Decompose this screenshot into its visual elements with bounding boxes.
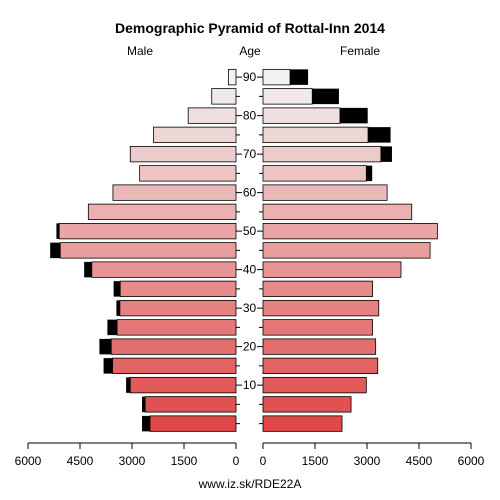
x-tick-label-left: 1500 [171, 454, 198, 468]
female-bar [262, 203, 413, 221]
male-bar [112, 184, 237, 201]
x-tick-label-right: 1500 [302, 454, 329, 468]
female-bar [262, 338, 377, 355]
female-excess-bar [339, 107, 368, 124]
age-tick-label: 70 [243, 147, 257, 161]
x-tick-label-left: 4500 [67, 454, 94, 468]
female-bar [262, 319, 373, 336]
male-excess-bar [142, 415, 151, 432]
male-bar [87, 203, 237, 221]
female-bar [262, 126, 369, 144]
female-bar [262, 107, 341, 124]
male-bar [211, 88, 237, 105]
male-bar [110, 338, 237, 355]
x-tick-label-left: 3000 [119, 454, 146, 468]
male-label: Male [127, 44, 153, 58]
age-tick-label: 90 [243, 70, 257, 84]
age-tick-label: 20 [243, 340, 257, 354]
female-bar [262, 165, 367, 182]
female-bar [262, 299, 380, 317]
age-tick-label: 40 [243, 263, 257, 277]
male-bar [139, 165, 237, 182]
age-label: Age [239, 44, 261, 58]
male-excess-bar [107, 319, 118, 336]
male-bar [149, 415, 237, 432]
male-bar [116, 319, 237, 336]
male-bar [187, 107, 237, 124]
female-bar [262, 280, 373, 298]
x-axis: 0 0 1500 1500 3000 3000 4500 4500 6000 6000 [15, 442, 485, 468]
age-tick-label: 60 [243, 186, 257, 200]
female-bar [262, 68, 291, 86]
male-bar [227, 68, 237, 86]
x-tick-label-right: 6000 [458, 454, 485, 468]
male-excess-bar [99, 338, 112, 355]
male-bar [129, 376, 237, 394]
male-excess-bar [84, 261, 92, 278]
female-excess-bar [380, 146, 392, 162]
x-tick-label-left: 6000 [15, 454, 42, 468]
male-excess-bar [116, 300, 120, 316]
female-excess-bar [312, 88, 339, 105]
chart-title: Demographic Pyramid of Rottal-Inn 2014 [115, 20, 385, 36]
male-bar [59, 242, 237, 259]
male-bar [153, 126, 237, 144]
female-excess-bar [368, 127, 391, 143]
age-tick-label: 30 [243, 301, 257, 315]
male-excess-bar [56, 223, 60, 239]
age-tick-label: 80 [243, 109, 257, 123]
female-bar [262, 88, 313, 105]
male-excess-bar [50, 242, 61, 259]
male-bar [119, 299, 237, 317]
female-bar [262, 415, 343, 432]
age-tick-label: 50 [243, 224, 257, 238]
male-bar [129, 145, 237, 163]
female-bar [262, 222, 438, 240]
female-bar [262, 242, 431, 259]
female-bar [262, 376, 367, 394]
female-bar [262, 145, 382, 163]
x-tick-label-right: 3000 [354, 454, 381, 468]
male-bar [91, 261, 237, 278]
female-bar [262, 184, 388, 201]
male-excess-bar [126, 377, 131, 393]
x-tick-label-left: 0 [233, 454, 240, 468]
female-bar [262, 261, 402, 278]
female-bar [262, 357, 379, 375]
x-tick-label-right: 0 [260, 454, 267, 468]
male-excess-bar [142, 396, 146, 413]
age-tick-label: 10 [243, 378, 257, 392]
female-excess-bar [290, 69, 309, 85]
female-bars [262, 68, 438, 432]
x-tick-label-right: 4500 [406, 454, 433, 468]
female-label: Female [340, 44, 380, 58]
male-bar [112, 357, 237, 375]
age-axis: 10 20 30 40 50 60 70 80 90 [236, 70, 263, 425]
male-bars [50, 68, 237, 432]
source-label: www.iz.sk/RDE22A [198, 477, 302, 491]
male-excess-bar [113, 281, 121, 297]
female-excess-bar [366, 165, 373, 182]
female-bar [262, 396, 352, 413]
male-excess-bar [103, 358, 113, 374]
male-bar [119, 280, 237, 298]
male-bar [58, 222, 237, 240]
male-bar [144, 396, 237, 413]
